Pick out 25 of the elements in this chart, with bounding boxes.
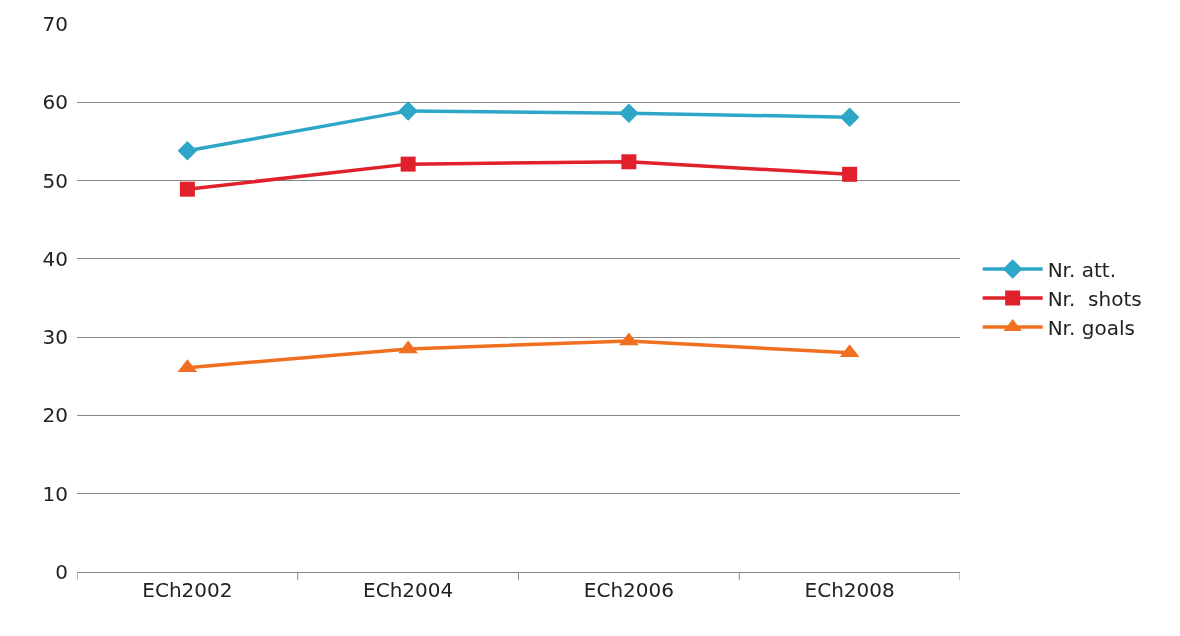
x-tick-label: ECh2004 <box>363 578 454 602</box>
y-tick-label: 30 <box>42 325 68 350</box>
point <box>398 101 418 121</box>
point <box>177 141 198 161</box>
point <box>619 103 639 123</box>
point <box>400 156 416 172</box>
legend-label: Nr. shots <box>1047 286 1142 311</box>
point <box>842 166 858 182</box>
x-tick-label: ECh2006 <box>583 578 674 602</box>
x-tick-label: ECh2002 <box>142 578 233 602</box>
y-tick-label: 20 <box>42 403 68 428</box>
y-tick-label: 60 <box>42 90 68 115</box>
legend-label: Nr. goals <box>1047 315 1135 340</box>
x-tick-label: ECh2008 <box>804 578 895 602</box>
point <box>621 154 637 170</box>
y-tick-label: 70 <box>42 12 68 36</box>
point <box>398 340 418 354</box>
point <box>619 332 639 346</box>
y-tick-label: 10 <box>42 481 68 506</box>
y-tick-label: 50 <box>42 168 68 193</box>
y-tick-label: 0 <box>55 560 68 584</box>
point <box>179 181 195 197</box>
point <box>839 107 860 127</box>
y-tick-label: 40 <box>42 246 68 271</box>
legend-label: Nr. att. <box>1047 257 1117 282</box>
